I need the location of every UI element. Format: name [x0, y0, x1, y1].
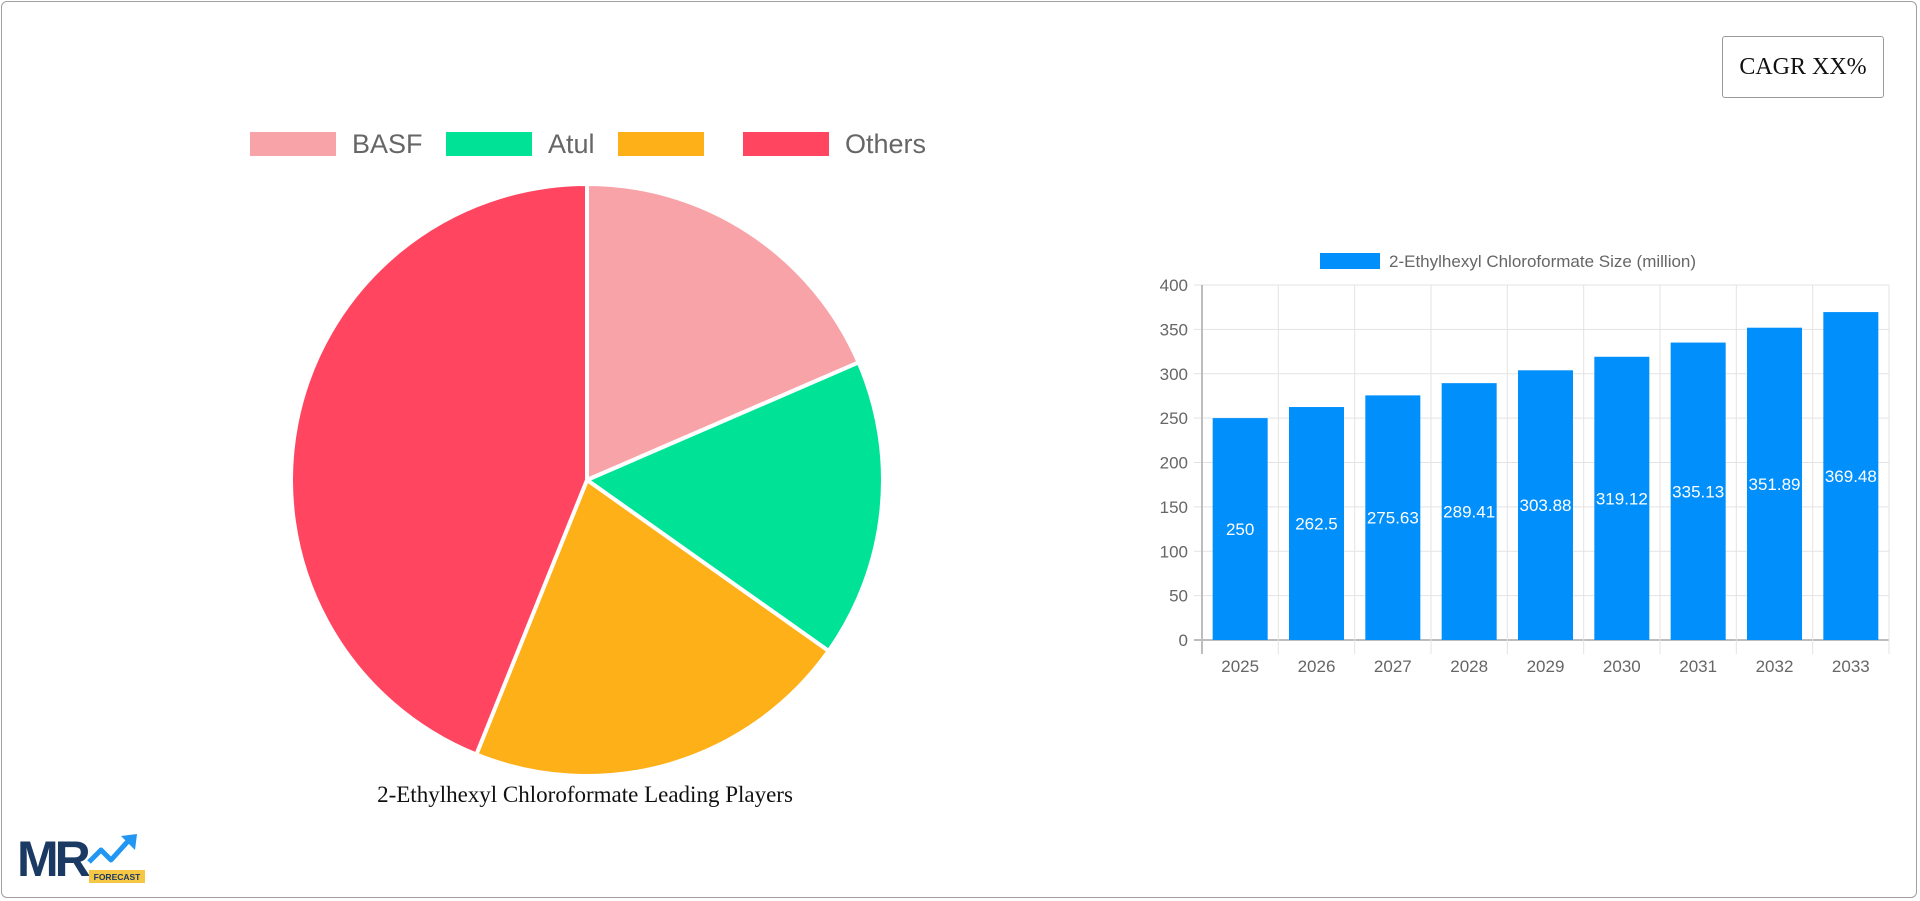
y-tick-label: 350 — [1160, 320, 1188, 339]
legend-item-basf[interactable]: BASF — [250, 128, 423, 159]
bar-value-label: 275.63 — [1367, 509, 1419, 528]
bar-value-label: 335.13 — [1672, 482, 1724, 501]
legend-swatch — [618, 132, 704, 156]
bar-legend-label: 2-Ethylhexyl Chloroformate Size (million… — [1389, 252, 1696, 271]
pie-slice[interactable] — [585, 360, 885, 653]
x-tick-label: 2028 — [1450, 657, 1488, 676]
mr-forecast-logo: MR FORECAST — [17, 832, 145, 884]
cagr-badge: CAGR XX% — [1722, 36, 1884, 98]
y-tick-label: 100 — [1160, 542, 1188, 561]
logo-badge — [89, 870, 145, 883]
legend-swatch — [250, 132, 336, 156]
cagr-label: CAGR XX% — [1739, 53, 1867, 80]
bar[interactable] — [1441, 383, 1497, 640]
x-tick-label: 2029 — [1527, 657, 1565, 676]
x-tick-label: 2032 — [1756, 657, 1794, 676]
bar-value-label: 369.48 — [1825, 467, 1877, 486]
y-tick-label: 0 — [1179, 631, 1188, 650]
legend-item-unnamed[interactable] — [618, 130, 720, 158]
bar-value-label: 289.41 — [1443, 503, 1495, 522]
bar[interactable] — [1289, 407, 1344, 640]
pie-chart — [289, 182, 885, 778]
y-tick-label: 150 — [1160, 498, 1188, 517]
pie-slice[interactable] — [474, 478, 831, 778]
bar-value-label: 319.12 — [1596, 489, 1648, 508]
logo-badge-text: FORECAST — [94, 872, 142, 882]
bar[interactable] — [1365, 395, 1421, 640]
bar-value-label: 351.89 — [1749, 475, 1801, 494]
x-tick-label: 2031 — [1679, 657, 1717, 676]
bar[interactable] — [1670, 342, 1726, 640]
legend-label: BASF — [352, 128, 423, 159]
y-tick-label: 250 — [1160, 409, 1188, 428]
legend-swatch — [743, 132, 829, 156]
pie-slice[interactable] — [585, 182, 861, 482]
legend-item-atul[interactable]: Atul — [446, 128, 595, 159]
bar-legend-swatch — [1320, 253, 1380, 269]
legend-swatch — [446, 132, 532, 156]
legend-label: Atul — [548, 128, 595, 159]
legend-item-others[interactable]: Others — [743, 128, 927, 159]
arrow-head-icon — [121, 834, 137, 850]
x-tick-label: 2026 — [1298, 657, 1336, 676]
y-tick-label: 200 — [1160, 454, 1188, 473]
y-tick-label: 50 — [1169, 587, 1188, 606]
logo-text: MR — [17, 832, 91, 884]
x-tick-label: 2027 — [1374, 657, 1412, 676]
trend-arrow-icon — [87, 838, 131, 864]
bar[interactable] — [1823, 312, 1879, 640]
x-tick-label: 2025 — [1221, 657, 1259, 676]
bar[interactable] — [1594, 356, 1650, 640]
bar[interactable] — [1212, 418, 1268, 640]
bar[interactable] — [1747, 327, 1802, 640]
x-tick-label: 2030 — [1603, 657, 1641, 676]
x-tick-label: 2033 — [1832, 657, 1870, 676]
bar[interactable] — [1518, 370, 1573, 640]
y-tick-label: 400 — [1160, 276, 1188, 295]
bar-value-label: 262.5 — [1295, 515, 1338, 534]
pie-caption: 2-Ethylhexyl Chloroformate Leading Playe… — [377, 782, 793, 807]
bar-value-label: 303.88 — [1520, 496, 1572, 515]
pie-slice[interactable] — [289, 182, 589, 757]
legend-label: Others — [845, 128, 927, 159]
y-tick-label: 300 — [1160, 365, 1188, 384]
bar-value-label: 250 — [1226, 520, 1254, 539]
